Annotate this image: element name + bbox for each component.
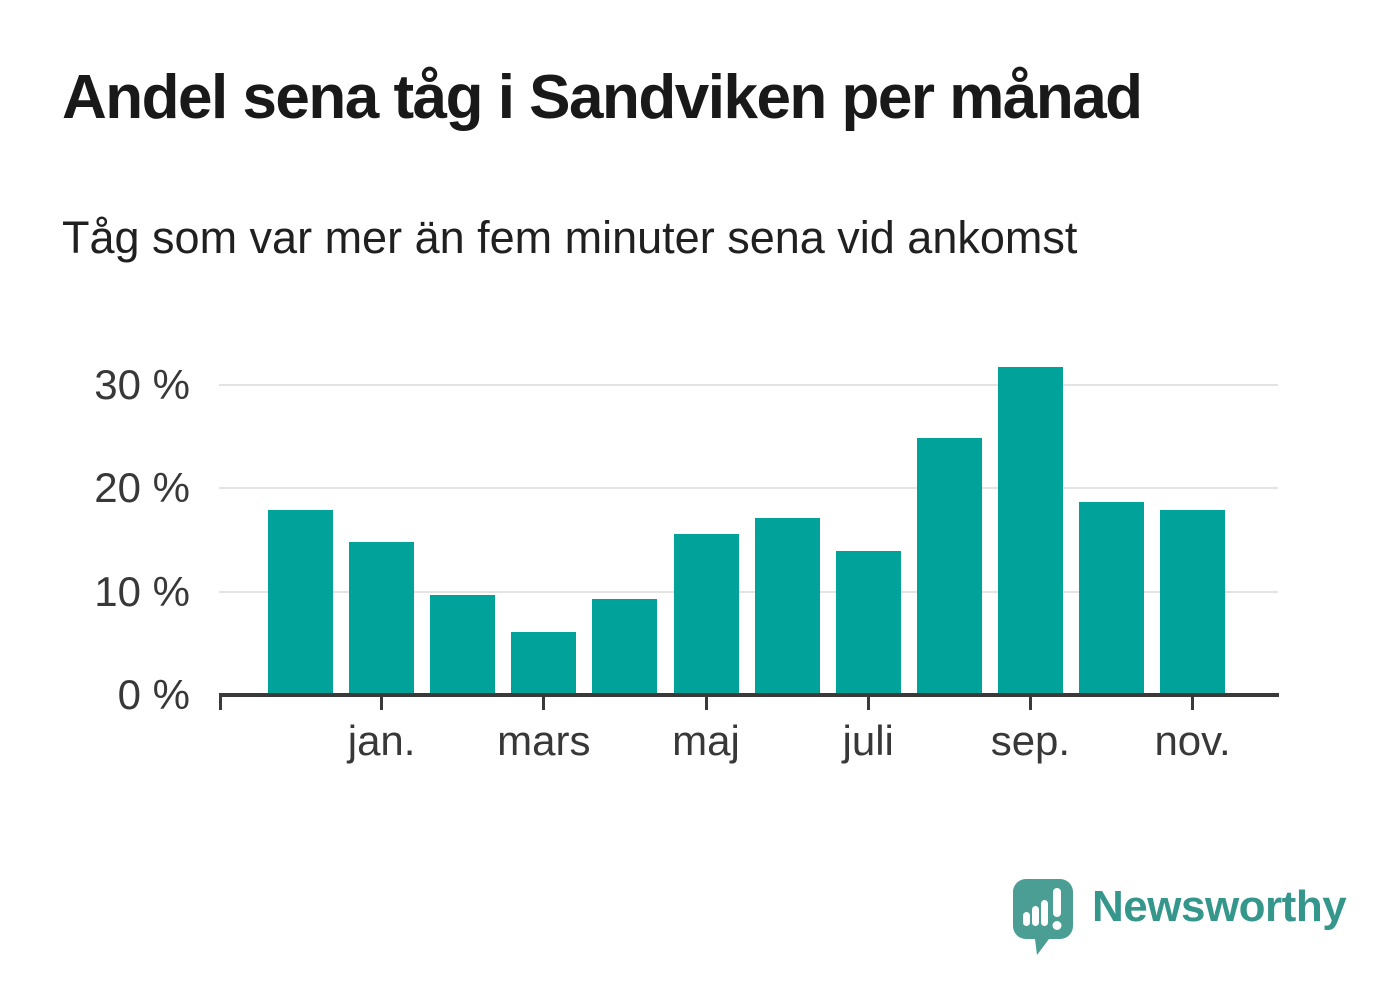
y-tick-label: 0 % bbox=[117, 671, 190, 718]
bar bbox=[673, 533, 739, 695]
brand-name: Newsworthy bbox=[1092, 882, 1347, 931]
y-gridline bbox=[219, 487, 1278, 489]
x-axis-tick bbox=[542, 697, 546, 710]
x-axis-tick bbox=[866, 697, 870, 710]
x-axis-tick bbox=[1028, 697, 1032, 710]
page-subtitle: Tåg som var mer än fem minuter sena vid … bbox=[62, 212, 1078, 263]
y-gridline bbox=[219, 383, 1278, 386]
x-axis-tick bbox=[380, 697, 384, 710]
bar bbox=[1160, 509, 1226, 695]
x-tick-label: maj bbox=[672, 717, 740, 764]
x-tick-label: sep. bbox=[990, 717, 1071, 764]
x-axis-line bbox=[219, 693, 1279, 697]
x-axis-tick bbox=[704, 697, 708, 710]
bar bbox=[997, 366, 1063, 695]
bar bbox=[754, 518, 820, 695]
x-axis-tick bbox=[1191, 697, 1195, 710]
bar bbox=[1079, 502, 1144, 695]
bar bbox=[835, 551, 901, 695]
y-tick-label: 10 % bbox=[94, 567, 190, 615]
bar bbox=[916, 438, 982, 695]
x-tick-label: juli bbox=[842, 717, 894, 764]
bar bbox=[592, 598, 658, 695]
bar bbox=[511, 631, 577, 695]
bar bbox=[349, 541, 415, 695]
y-tick-label: 30 % bbox=[94, 360, 190, 408]
page-title: Andel sena tåg i Sandviken per månad bbox=[62, 63, 1143, 132]
bar bbox=[268, 509, 333, 695]
x-tick-label: mars bbox=[497, 717, 591, 764]
brand-footer: Newsworthy bbox=[1012, 878, 1347, 958]
y-tick-label: 20 % bbox=[94, 464, 190, 511]
x-axis-tick bbox=[219, 697, 222, 710]
x-tick-label: jan. bbox=[347, 717, 416, 764]
y-gridline bbox=[219, 590, 1278, 593]
bar bbox=[430, 594, 496, 695]
x-tick-label: nov. bbox=[1154, 717, 1231, 764]
newsworthy-logo-icon bbox=[1013, 879, 1073, 955]
